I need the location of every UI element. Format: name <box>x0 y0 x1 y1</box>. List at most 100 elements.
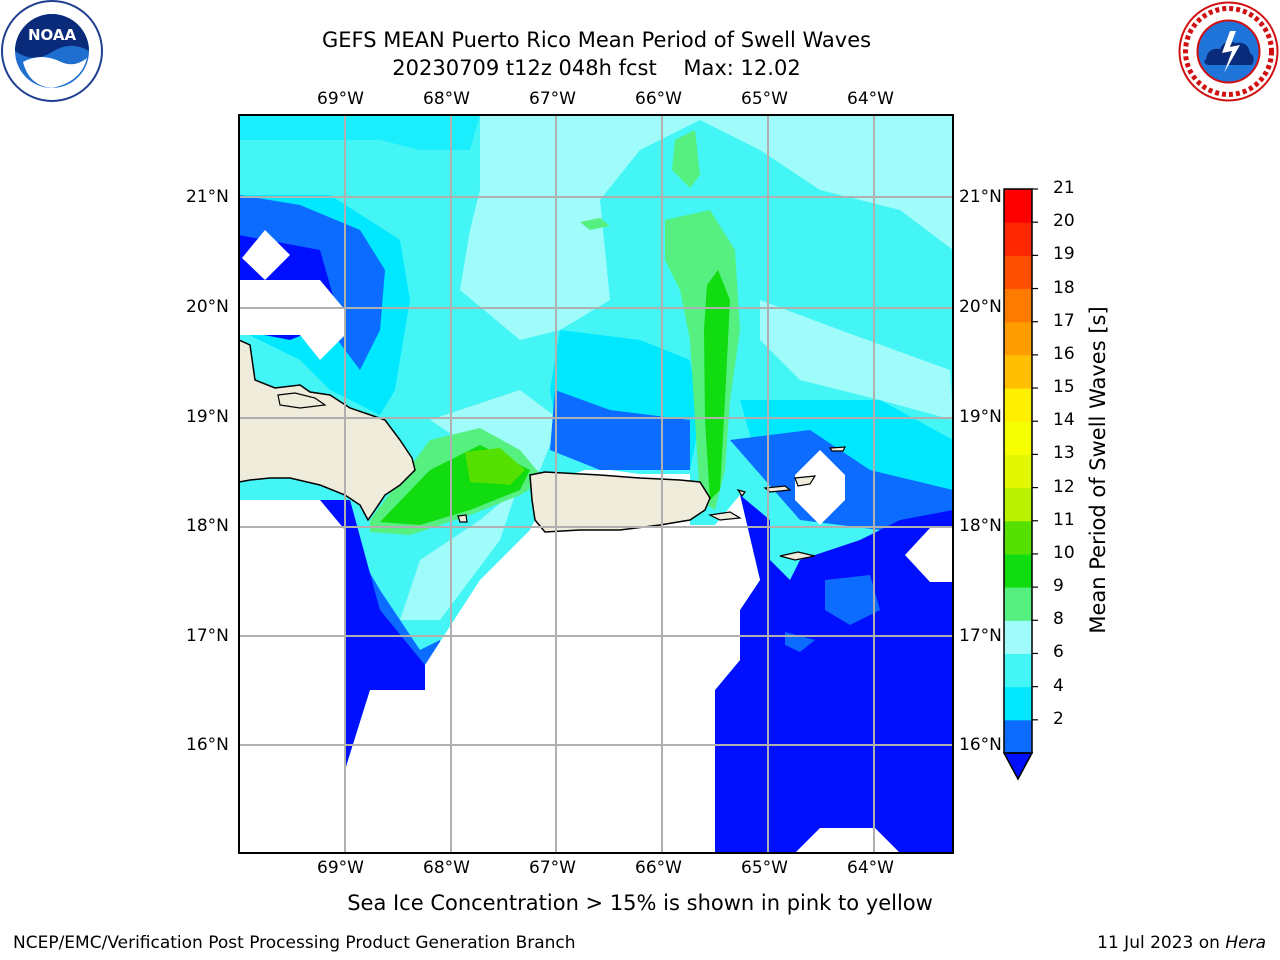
footer-date-text: 11 Jul 2023 on <box>1097 933 1226 953</box>
map-gridlines <box>239 115 953 853</box>
lon-label-top-65w: 65°W <box>741 89 788 109</box>
no-data-east <box>905 528 953 582</box>
lat-label-left-17n: 17°N <box>186 626 229 646</box>
lon-label-bottom-68w: 68°W <box>423 858 470 878</box>
mona-island <box>457 514 468 523</box>
colorbar-level-9 <box>1004 587 1032 621</box>
contour-4-6-north <box>239 115 480 150</box>
lon-label-bottom-66w: 66°W <box>635 858 682 878</box>
colorbar-level-11 <box>1004 520 1032 555</box>
colorbar <box>1002 188 1038 781</box>
colorbar-label-wrap: Mean Period of Swell Waves [s] <box>1086 290 1110 650</box>
footer-date: 11 Jul 2023 on Hera <box>1097 933 1266 953</box>
lat-label-right-20n: 20°N <box>959 297 1002 317</box>
noaa-emblem-icon: NOAA <box>1 0 103 102</box>
map-frame <box>238 114 954 854</box>
colorbar-frame <box>1003 188 1033 754</box>
lon-label-bottom-65w: 65°W <box>741 858 788 878</box>
sea-ice-caption: Sea Ice Concentration > 15% is shown in … <box>0 891 1280 915</box>
sea-ice-caption-text: Sea Ice Concentration > 15% is shown in … <box>347 891 933 915</box>
contour-2-4-patch <box>825 575 880 625</box>
noaa-logo: NOAA <box>1 0 104 103</box>
colorbar-level-16 <box>1004 354 1032 389</box>
colorbar-level-4 <box>1004 686 1032 721</box>
lon-label-bottom-69w: 69°W <box>317 858 364 878</box>
nws-emblem-icon <box>1178 1 1279 102</box>
colorbar-tick-label: 21 <box>1053 178 1075 198</box>
lat-label-left-21n: 21°N <box>186 187 229 207</box>
colorbar-tick-label: 16 <box>1053 343 1075 364</box>
footer-host: Hera <box>1225 933 1266 953</box>
lat-label-right-21n: 21°N <box>959 187 1002 207</box>
contour-9-10-north <box>672 130 700 188</box>
colorbar-level-20 <box>1004 222 1032 256</box>
lat-label-right-17n: 17°N <box>959 626 1002 646</box>
colorbar-level-10 <box>1004 553 1032 588</box>
colorbar-level-13 <box>1004 454 1032 489</box>
colorbar-tick-label: 9 <box>1053 576 1064 597</box>
lon-label-bottom-67w: 67°W <box>529 858 576 878</box>
colorbar-tick-label: 4 <box>1053 675 1064 696</box>
contour-8-9-east <box>760 300 953 420</box>
lon-label-top-67w: 67°W <box>529 89 576 109</box>
chart-title-line2: 20230709 t12z 048h fcst Max: 12.02 <box>392 56 801 80</box>
lon-label-top-69w: 69°W <box>317 89 364 109</box>
colorbar-level-6 <box>1004 653 1032 688</box>
colorbar-level-15 <box>1004 388 1032 422</box>
tortuga-island <box>277 392 327 409</box>
colorbar-level-18 <box>1004 288 1032 323</box>
no-data-south-edge <box>688 772 715 825</box>
anegada-island <box>828 446 847 452</box>
colorbar-tick-label: 15 <box>1053 377 1075 398</box>
colorbar-tick-label: 6 <box>1053 642 1064 663</box>
colorbar-tick-label: 11 <box>1053 509 1075 530</box>
colorbar-level-2 <box>1004 719 1032 754</box>
colorbar-tick-label: 20 <box>1053 211 1075 232</box>
contour-8-9-north <box>460 115 953 340</box>
footer-branch: NCEP/EMC/Verification Post Processing Pr… <box>13 933 576 953</box>
lat-label-left-18n: 18°N <box>186 516 229 536</box>
lon-label-bottom-64w: 64°W <box>847 858 894 878</box>
lat-label-left-19n: 19°N <box>186 407 229 427</box>
contour-8-9-south <box>400 390 560 620</box>
colorbar-tick-label: 12 <box>1053 476 1075 497</box>
colorbar-level-14 <box>1004 421 1032 455</box>
contour-11-12-mona <box>465 448 525 485</box>
colorbar-tick-label: 10 <box>1053 542 1075 563</box>
contour-10-11-plume <box>704 270 730 500</box>
contour-9-10-small <box>580 218 610 230</box>
st-croix-island <box>779 551 816 561</box>
hispaniola-landmass <box>239 339 416 522</box>
colorbar-tick-label: 14 <box>1053 410 1075 431</box>
colorbar-tick-label: 18 <box>1053 277 1075 298</box>
colorbar-tick-label: 17 <box>1053 310 1075 331</box>
no-data-south <box>239 470 760 853</box>
contour-under-southeast <box>715 495 953 853</box>
no-data-west-island <box>242 230 290 280</box>
chart-title-line1: GEFS MEAN Puerto Rico Mean Period of Swe… <box>321 28 872 52</box>
colorbar-level-19 <box>1004 255 1032 290</box>
colorbar-tick-label: 13 <box>1053 443 1075 464</box>
colorbar-level-12 <box>1004 487 1032 522</box>
lon-label-top-64w: 64°W <box>847 89 894 109</box>
colorbar-tick-label: 8 <box>1053 609 1064 630</box>
no-data-hispaniola-north <box>239 280 345 360</box>
colorbar-level-17 <box>1004 321 1032 356</box>
nws-logo <box>1178 1 1279 102</box>
contour-2-4-center <box>550 390 690 470</box>
colorbar-tick-label: 19 <box>1053 244 1075 265</box>
lat-label-right-19n: 19°N <box>959 407 1002 427</box>
lat-label-right-16n: 16°N <box>959 735 1002 755</box>
lat-label-right-18n: 18°N <box>959 516 1002 536</box>
lon-label-top-66w: 66°W <box>635 89 682 109</box>
vieques-island <box>708 511 742 521</box>
no-data-virgin-islands <box>795 450 845 525</box>
map-contours <box>239 115 953 853</box>
lon-label-top-68w: 68°W <box>423 89 470 109</box>
colorbar-level-8 <box>1004 620 1032 654</box>
colorbar-label: Mean Period of Swell Waves [s] <box>1086 306 1110 634</box>
noaa-logo-text: NOAA <box>28 26 77 44</box>
colorbar-under-triangle <box>1002 752 1034 781</box>
colorbar-level-21 <box>1004 189 1032 223</box>
